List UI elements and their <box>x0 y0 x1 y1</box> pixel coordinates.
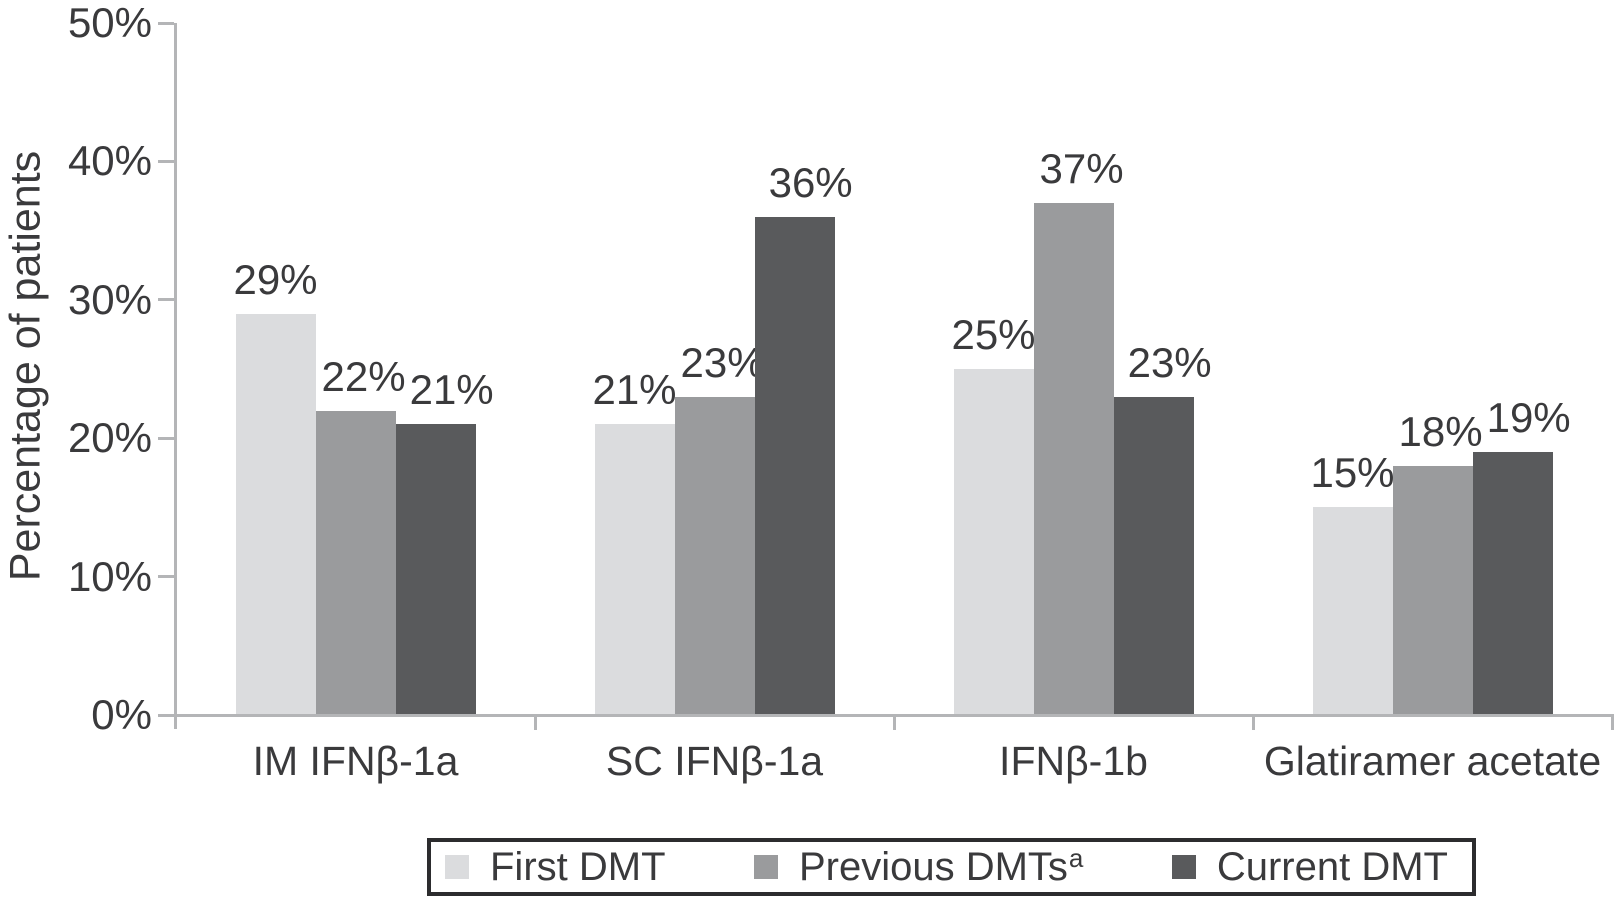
bar: 29% <box>233 256 318 715</box>
category-label: Glatiramer acetate <box>1263 738 1602 784</box>
y-axis-tick-label: 50% <box>67 0 152 46</box>
bar-value-label: 15% <box>1310 449 1395 497</box>
legend-swatch-icon <box>753 855 778 879</box>
bar-value-label: 19% <box>1486 394 1571 442</box>
bar: 15% <box>1310 449 1395 715</box>
bar-value-label: 36% <box>768 158 853 206</box>
category-label: IM IFNβ-1a <box>252 738 459 784</box>
bar-value-label: 23% <box>1127 338 1212 386</box>
bar-groups-container: 29% 22% 21% 21% 23% 36% 25% 37% 23% 15% 18% 19% <box>176 23 1612 715</box>
x-axis-tick <box>533 715 537 730</box>
y-axis-tick <box>158 713 174 717</box>
legend-label: First DMT <box>490 844 666 889</box>
legend: First DMT Previous DMTsa Current DMT <box>427 838 1476 896</box>
bar: 18% <box>1392 408 1483 715</box>
legend-item: First DMT <box>445 845 666 890</box>
legend-label: Current DMT <box>1216 844 1448 889</box>
x-axis-tick <box>892 715 896 730</box>
category-label: SC IFNβ-1a <box>605 738 824 784</box>
plot-area: 29% 22% 21% 21% 23% 36% 25% 37% 23% 15% 18% 19% 0% 1… <box>68 0 1614 738</box>
bar: 37% <box>1033 145 1124 715</box>
x-axis-tick <box>1610 715 1614 730</box>
bar-group: 29% 22% 21% <box>176 23 535 715</box>
x-axis-category-labels: IM IFNβ-1a SC IFNβ-1a IFNβ-1b Glatiramer ac… <box>176 738 1612 785</box>
legend-swatch-icon <box>445 855 469 879</box>
bar-value-label: 37% <box>1039 144 1124 192</box>
y-axis-tick <box>158 436 174 440</box>
legend-swatch-icon <box>1171 855 1196 879</box>
bar-value-label: 29% <box>233 255 318 303</box>
bar-value-label: 22% <box>321 352 406 400</box>
y-axis-tick <box>158 575 174 579</box>
y-axis-tick-label: 0% <box>91 691 152 738</box>
bar-value-label: 21% <box>409 366 494 414</box>
bar: 19% <box>1472 394 1571 715</box>
category-label: IFNβ-1b <box>999 738 1148 784</box>
y-axis-tick-label: 10% <box>67 552 152 600</box>
bar-group: 21% 23% 36% <box>535 23 894 715</box>
legend-item: Current DMT <box>1171 844 1448 890</box>
legend-label-superscript: a <box>1068 842 1084 873</box>
x-axis-tick <box>1251 715 1255 730</box>
bar: 21% <box>592 366 677 715</box>
y-axis-title: Percentage of patients <box>1 150 50 582</box>
bar: 23% <box>674 339 765 715</box>
y-axis-tick-label: 20% <box>67 414 152 462</box>
y-axis-tick-label: 40% <box>67 137 152 185</box>
bar-value-label: 23% <box>680 338 765 386</box>
legend-label: Previous DMTsa <box>798 842 1084 889</box>
y-axis-tick <box>158 298 174 302</box>
bar: 21% <box>395 366 494 715</box>
bar-group: 15% 18% 19% <box>1253 23 1612 715</box>
bar-value-label: 18% <box>1398 407 1483 455</box>
y-axis-tick <box>158 21 174 25</box>
bar-value-label: 25% <box>951 311 1036 358</box>
bar-value-label: 21% <box>592 366 677 414</box>
bar-group: 25% 37% 23% <box>894 23 1253 715</box>
y-axis-tick-label: 30% <box>67 275 152 323</box>
bar: 25% <box>951 311 1036 715</box>
bar: 36% <box>754 159 853 715</box>
bar: 23% <box>1113 339 1212 715</box>
y-axis-tick <box>158 159 174 163</box>
bar: 22% <box>315 353 406 715</box>
y-axis-line <box>174 23 177 729</box>
legend-item: Previous DMTsa <box>753 842 1084 890</box>
